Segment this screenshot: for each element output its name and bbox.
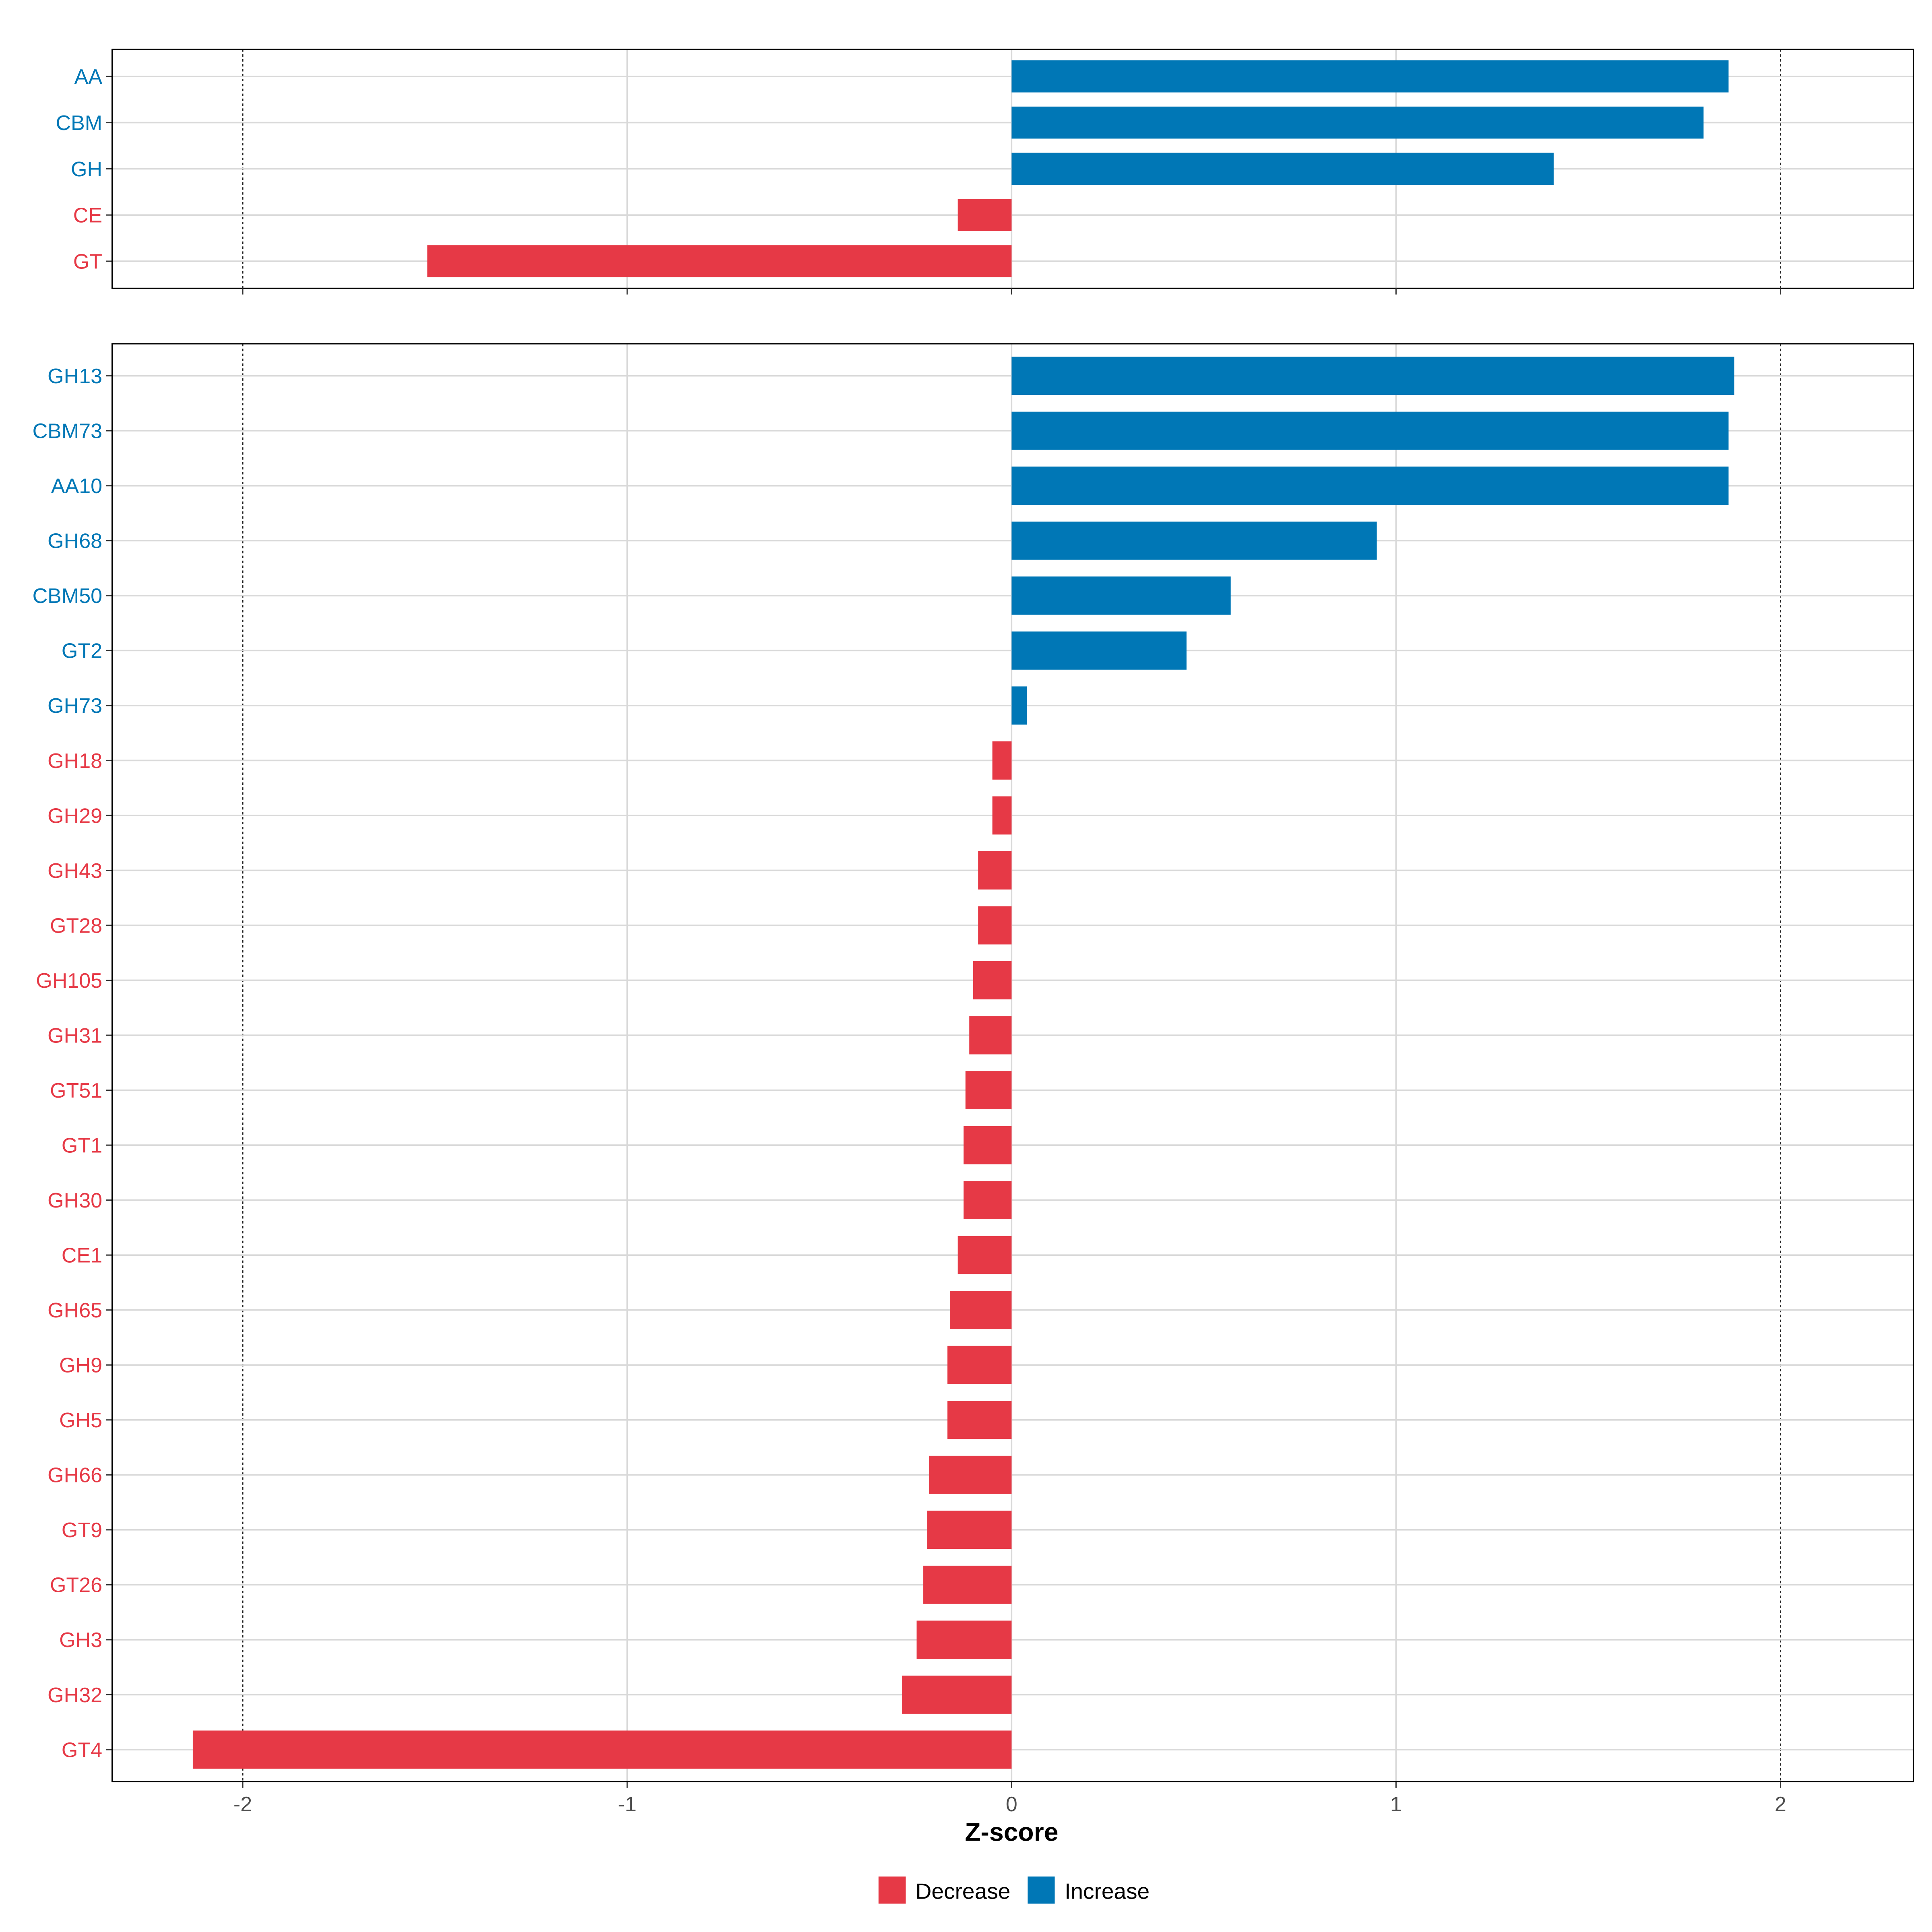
x-axis-title: Z-score	[965, 1817, 1058, 1846]
y-tick-label: GH73	[47, 694, 102, 718]
bar-gh105	[973, 961, 1012, 999]
y-tick-label: GT26	[50, 1574, 102, 1597]
y-tick-label: CBM	[56, 111, 102, 135]
bar-gt9	[927, 1511, 1012, 1549]
bar-gh	[1011, 153, 1554, 185]
y-tick-label: CBM50	[33, 584, 103, 608]
bar-gh30	[963, 1181, 1012, 1220]
y-tick-label: GT2	[62, 640, 102, 663]
x-tick-label: -1	[618, 1793, 636, 1816]
bar-gh68	[1011, 521, 1377, 560]
y-tick-label: GT	[73, 250, 102, 273]
bar-gt2	[1011, 631, 1187, 670]
y-tick-label: CE	[73, 204, 102, 227]
legend-label-increase: Increase	[1065, 1878, 1150, 1903]
bar-cbm73	[1011, 411, 1729, 450]
bar-ce	[958, 199, 1012, 231]
x-tick-label: 2	[1775, 1793, 1786, 1816]
y-tick-label: GH13	[47, 365, 102, 388]
legend-label-decrease: Decrease	[915, 1878, 1010, 1903]
bar-aa	[1011, 60, 1729, 93]
bar-ce1	[958, 1236, 1012, 1274]
bar-gh32	[902, 1675, 1012, 1714]
panel-2: GH13 CBM73 AA10 GH68 CBM50 GT2 GH73 GH18 GH29 GH4…	[33, 343, 1914, 1788]
y-tick-label: GH9	[59, 1354, 102, 1377]
y-tick-label: GH	[71, 158, 102, 181]
panel-1: AA CBM GH CE GT	[56, 48, 1914, 295]
y-tick-label: GH3	[59, 1629, 102, 1652]
y-tick-label: CE1	[62, 1244, 102, 1267]
bar-gh3	[916, 1620, 1012, 1659]
bar-cbm50	[1011, 576, 1231, 615]
legend-swatch-increase	[1028, 1876, 1055, 1904]
bar-gh73	[1011, 686, 1027, 725]
bar-gt4	[192, 1730, 1012, 1769]
y-tick-label: GH30	[47, 1189, 102, 1212]
y-tick-label: GH66	[47, 1464, 102, 1487]
x-tick-label: 1	[1390, 1793, 1402, 1816]
y-tick-label: GH105	[36, 969, 102, 993]
y-tick-label: AA10	[51, 475, 102, 498]
legend-swatch-decrease	[878, 1876, 906, 1904]
bar-gh65	[950, 1291, 1012, 1329]
y-tick-label: AA	[74, 65, 103, 89]
y-tick-label: GH68	[47, 530, 102, 553]
y-tick-label: CBM73	[33, 420, 103, 443]
y-tick-label: GH43	[47, 859, 102, 883]
legend: Decrease Increase	[878, 1876, 1150, 1904]
bar-gh9	[947, 1346, 1012, 1384]
y-tick-label: GT28	[50, 914, 102, 937]
bar-gh31	[969, 1016, 1012, 1055]
y-tick-label: GH31	[47, 1024, 102, 1047]
bar-gh13	[1011, 357, 1734, 395]
x-tick-label: 0	[1006, 1793, 1018, 1816]
y-tick-label: GH29	[47, 804, 102, 828]
panel-border	[111, 48, 1914, 289]
y-tick-label: GH18	[47, 749, 102, 773]
y-tick-label: GT4	[62, 1738, 102, 1762]
bar-gh43	[978, 851, 1012, 890]
bar-gh5	[947, 1401, 1012, 1439]
bar-gt28	[978, 906, 1012, 945]
y-tick-label: GH65	[47, 1299, 102, 1322]
bar-gt1	[963, 1126, 1012, 1164]
bar-gt51	[965, 1071, 1012, 1110]
y-tick-label: GT51	[50, 1079, 102, 1102]
bar-gh66	[929, 1455, 1012, 1494]
bar-aa10	[1011, 466, 1729, 505]
y-tick-label: GH32	[47, 1684, 102, 1707]
bar-cbm	[1011, 106, 1704, 139]
bar-gt	[427, 245, 1012, 277]
y-tick-label: GH5	[59, 1409, 102, 1432]
bar-gh18	[992, 741, 1012, 780]
bar-gt26	[923, 1565, 1012, 1604]
bar-gh29	[992, 796, 1012, 835]
y-tick-label: GT1	[62, 1134, 102, 1157]
x-tick-label: -2	[233, 1793, 252, 1816]
y-tick-label: GT9	[62, 1519, 102, 1542]
panel-border	[111, 343, 1914, 1783]
